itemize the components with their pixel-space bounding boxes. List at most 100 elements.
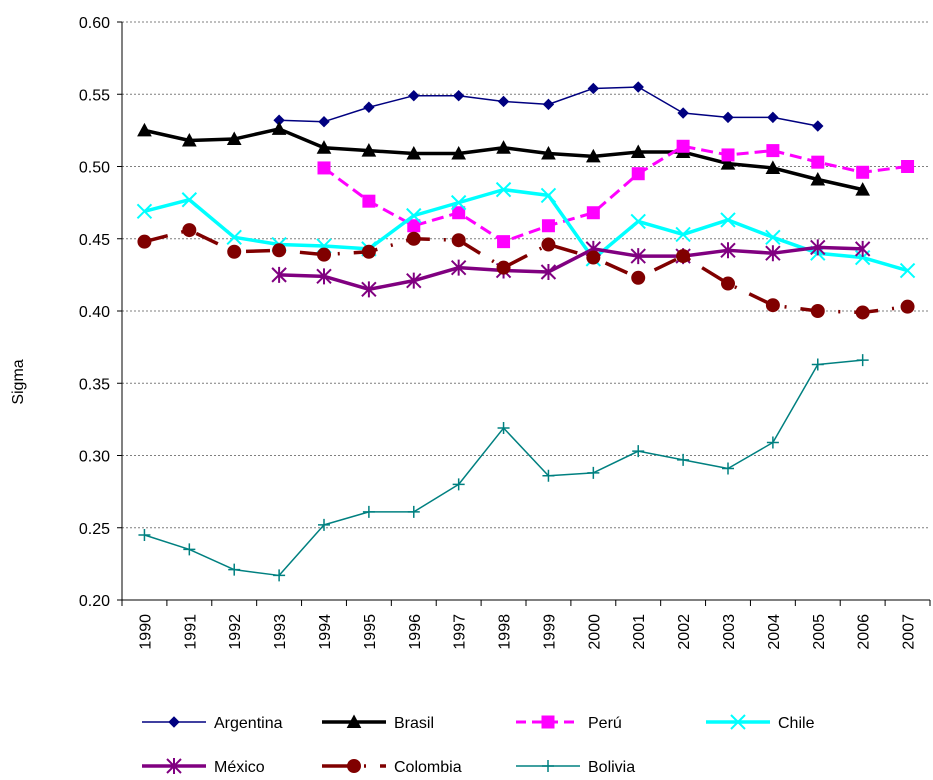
x-tick-label: 2005 — [811, 614, 828, 650]
data-point — [406, 145, 422, 160]
legend-item-argentina: Argentina — [142, 715, 283, 732]
x-tick-label: 2000 — [586, 614, 603, 650]
series-line — [144, 359, 863, 577]
legend-label: Argentina — [214, 715, 283, 732]
data-point — [226, 131, 242, 146]
data-point — [227, 244, 242, 259]
x-tick-label: 2002 — [676, 614, 693, 650]
series-perú — [317, 139, 915, 249]
x-tick-label: 1999 — [541, 614, 558, 650]
data-point — [722, 462, 734, 475]
data-point — [271, 266, 287, 283]
x-tick-label: 1995 — [362, 614, 379, 650]
legend-marker — [730, 714, 746, 730]
data-point — [632, 445, 645, 458]
data-point — [495, 181, 512, 198]
y-tick-label: 0.40 — [79, 304, 110, 321]
data-point — [317, 247, 331, 262]
data-point — [361, 143, 377, 157]
data-point — [765, 160, 781, 174]
data-point — [450, 259, 467, 276]
data-point — [317, 161, 331, 175]
y-tick-label: 0.50 — [79, 160, 110, 177]
legend-item-méxico: México — [142, 758, 265, 776]
data-point — [810, 304, 825, 318]
y-tick-label: 0.55 — [79, 87, 110, 104]
data-point — [586, 250, 601, 265]
data-point — [855, 182, 871, 196]
data-point — [854, 240, 871, 257]
data-point — [720, 156, 736, 170]
series-line — [323, 144, 908, 244]
y-tick-label: 0.30 — [79, 449, 110, 466]
data-point — [407, 505, 420, 518]
data-point — [899, 262, 916, 279]
data-point — [901, 160, 915, 173]
legend-item-bolivia: Bolivia — [516, 759, 635, 776]
data-point — [630, 144, 646, 159]
legend-label: Colombia — [394, 759, 462, 775]
series-line — [144, 127, 864, 192]
data-point — [318, 115, 330, 128]
legend-marker — [541, 715, 555, 729]
axes — [117, 21, 931, 606]
data-point — [722, 111, 734, 124]
legend-item-chile: Chile — [706, 714, 815, 732]
data-point — [676, 249, 691, 264]
x-tick-label: 2003 — [721, 614, 738, 650]
data-point — [810, 171, 826, 186]
x-tick-label: 2006 — [856, 614, 873, 650]
data-point — [318, 518, 330, 531]
data-point — [138, 528, 151, 541]
y-tick-label: 0.25 — [79, 521, 110, 538]
x-tick-label: 1990 — [137, 614, 154, 650]
series-colombia — [137, 223, 915, 320]
legend-label: México — [214, 759, 265, 775]
data-point — [452, 478, 465, 491]
legend-item-colombia: Colombia — [322, 759, 462, 776]
x-tick-label: 1991 — [182, 614, 199, 650]
data-point — [631, 270, 646, 285]
data-point — [272, 243, 287, 258]
data-point — [811, 155, 825, 169]
series-brasil — [137, 121, 871, 196]
data-point — [765, 245, 781, 262]
tick-labels: 0.20 0.25 0.30 0.35 0.40 0.45 0.50 0.55 0.60 1990… — [79, 15, 918, 650]
series-line — [144, 228, 908, 315]
data-point — [497, 95, 510, 108]
data-point — [721, 148, 735, 162]
data-point — [676, 139, 690, 153]
data-point — [542, 469, 555, 482]
data-point — [585, 148, 601, 163]
data-point — [361, 244, 376, 259]
data-point — [451, 145, 467, 160]
data-point — [451, 233, 466, 248]
x-tick-label: 1998 — [497, 614, 514, 650]
data-point — [452, 89, 465, 102]
data-point — [811, 358, 824, 371]
data-point — [181, 192, 198, 208]
data-point — [765, 229, 781, 246]
x-tick-label: 1994 — [317, 614, 334, 650]
y-tick-label: 0.45 — [79, 232, 110, 249]
data-point — [542, 98, 555, 111]
series-chile — [136, 181, 916, 279]
data-point — [587, 82, 600, 95]
y-axis-label: Sigma — [10, 359, 27, 404]
data-point — [810, 239, 826, 256]
data-point — [497, 235, 511, 249]
series-argentina — [273, 81, 824, 132]
series-line — [144, 187, 909, 273]
data-point — [630, 248, 646, 265]
x-tick-label: 2007 — [901, 614, 918, 650]
data-point — [632, 81, 644, 93]
legend-label: Bolivia — [588, 759, 635, 775]
legend-label: Chile — [778, 715, 815, 732]
data-point — [721, 276, 735, 291]
x-tick-label: 1992 — [227, 614, 244, 650]
gridlines — [122, 21, 930, 529]
legend-label: Perú — [588, 715, 622, 732]
data-point — [361, 281, 377, 298]
data-point — [136, 203, 153, 220]
